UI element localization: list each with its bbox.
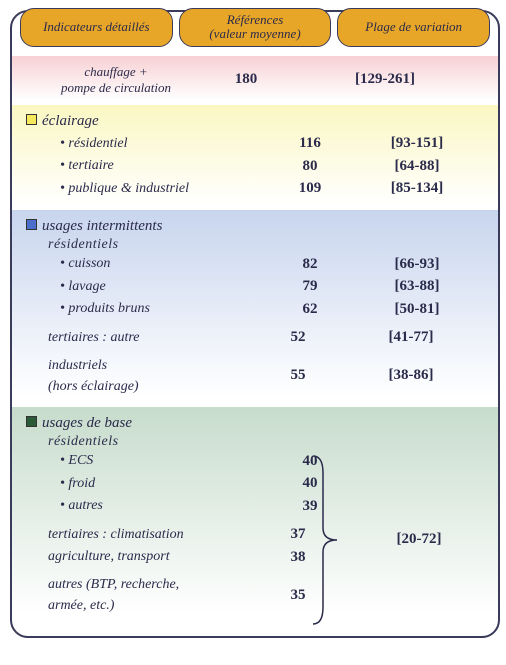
tab-indicators-label: Indicateurs détaillés [31, 20, 162, 34]
tab-references: Références (valeur moyenne) [179, 8, 332, 47]
row-label: • tertiaire [60, 155, 270, 176]
row-label-l1: autres (BTP, recherche, [48, 577, 179, 592]
chauffage-label: chauffage + pompe de circulation [26, 64, 206, 95]
table-row: • produits bruns 62 [50-81] [26, 298, 484, 321]
row-ref: 116 [270, 132, 350, 155]
row-ref: 109 [270, 177, 350, 200]
row-label: • résidentiel [60, 133, 270, 154]
tab-references-line1: Références [190, 13, 321, 27]
table-row: • tertiaire 80 [64-88] [26, 155, 484, 178]
row-ref: 35 [258, 584, 338, 607]
table-row: tertiaires : autre 52 [41-77] [26, 326, 484, 349]
base-title: usages de base [42, 415, 132, 431]
table-row: agriculture, transport 38 [26, 546, 484, 569]
table-row: • cuisson 82 [66-93] [26, 253, 484, 276]
row-ref: 79 [270, 275, 350, 298]
row-range: [93-151] [350, 132, 484, 155]
section-chauffage: chauffage + pompe de circulation 180 [12… [12, 56, 498, 105]
row-chauffage: chauffage + pompe de circulation 180 [12… [26, 64, 484, 95]
row-label: industriels (hors éclairage) [48, 355, 258, 397]
header-tabs: Indicateurs détaillés Références (valeur… [12, 8, 498, 47]
row-ref: 40 [270, 472, 350, 495]
row-label-l2: armée, etc.) [48, 598, 114, 613]
row-label: • autres [60, 495, 270, 516]
row-ref: 52 [258, 326, 338, 349]
row-ref: 62 [270, 298, 350, 321]
row-ref: 80 [270, 155, 350, 178]
base-range: [20-72] [364, 531, 474, 548]
row-label: • publique & industriel [60, 178, 270, 199]
table-row: • résidentiel 116 [93-151] [26, 132, 484, 155]
chauffage-ref: 180 [206, 68, 286, 91]
chauffage-range: [129-261] [286, 68, 484, 91]
tab-variation-label: Plage de variation [348, 20, 479, 34]
section-eclairage: éclairage • résidentiel 116 [93-151] • t… [12, 105, 498, 210]
row-ref: 40 [270, 450, 350, 473]
base-title-row: usages de base [26, 415, 484, 432]
base-sub1: résidentiels [48, 434, 484, 450]
chauffage-l2: pompe de circulation [61, 80, 171, 95]
square-icon [26, 114, 37, 125]
intermittents-title-row: usages intermittents [26, 218, 484, 235]
row-range: [38-86] [338, 364, 484, 387]
row-ref: 38 [258, 546, 338, 569]
row-range: [66-93] [350, 253, 484, 276]
table-row: • autres 39 [26, 495, 484, 518]
table-row: • ECS 40 [26, 450, 484, 473]
row-range: [64-88] [350, 155, 484, 178]
row-range: [50-81] [350, 298, 484, 321]
row-range: [63-88] [350, 275, 484, 298]
row-label: • cuisson [60, 253, 270, 274]
tab-indicators: Indicateurs détaillés [20, 8, 173, 47]
table-row: • lavage 79 [63-88] [26, 275, 484, 298]
eclairage-title: éclairage [42, 113, 99, 129]
square-icon [26, 219, 37, 230]
row-label: tertiaires : climatisation [48, 524, 258, 545]
intermittents-title: usages intermittents [42, 218, 162, 234]
chauffage-l1: chauffage + [84, 64, 147, 79]
row-label: • ECS [60, 450, 270, 471]
row-label: agriculture, transport [48, 546, 258, 567]
intermittents-sub1: résidentiels [48, 237, 484, 253]
row-label-l1: industriels [48, 358, 107, 373]
square-icon [26, 416, 37, 427]
row-label: • produits bruns [60, 298, 270, 319]
eclairage-title-row: éclairage [26, 113, 484, 130]
row-ref: 37 [258, 523, 338, 546]
section-intermittents: usages intermittents résidentiels • cuis… [12, 210, 498, 407]
tab-variation: Plage de variation [337, 8, 490, 47]
section-base: usages de base résidentiels • ECS 40 • f… [12, 407, 498, 627]
row-label: autres (BTP, recherche, armée, etc.) [48, 574, 258, 616]
row-range: [41-77] [338, 326, 484, 349]
row-label: tertiaires : autre [48, 327, 258, 348]
row-ref: 39 [270, 495, 350, 518]
row-ref: 55 [258, 364, 338, 387]
row-label: • lavage [60, 276, 270, 297]
row-label: • froid [60, 473, 270, 494]
row-label-l2: (hors éclairage) [48, 379, 139, 394]
row-ref: 82 [270, 253, 350, 276]
main-frame: Indicateurs détaillés Références (valeur… [10, 10, 500, 638]
row-range: [85-134] [350, 177, 484, 200]
tab-references-line2: (valeur moyenne) [190, 27, 321, 41]
table-row: industriels (hors éclairage) 55 [38-86] [26, 355, 484, 397]
table-row: autres (BTP, recherche, armée, etc.) 35 [26, 574, 484, 616]
table-row: • froid 40 [26, 472, 484, 495]
table-row: • publique & industriel 109 [85-134] [26, 177, 484, 200]
